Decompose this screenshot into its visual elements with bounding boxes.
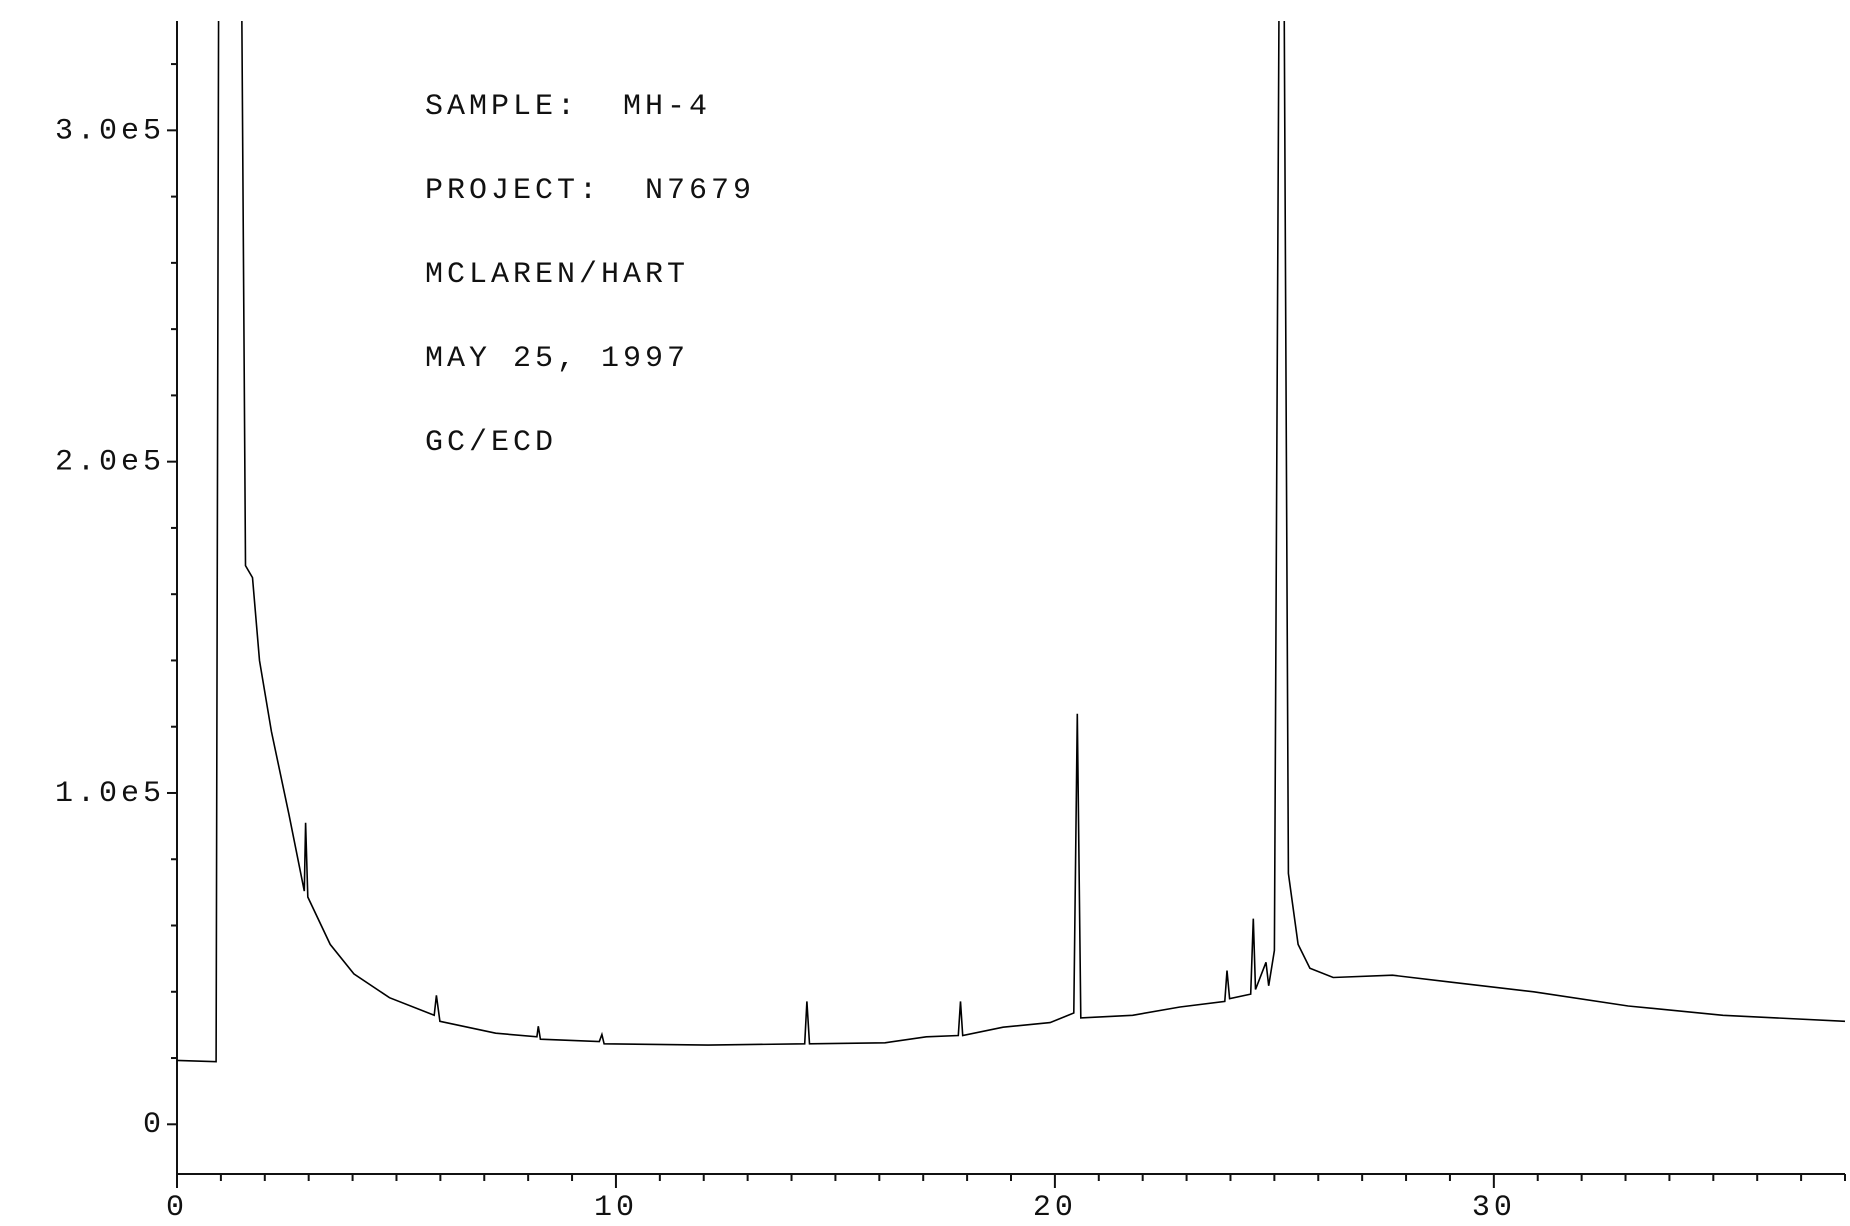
annotation: GC/ECD <box>425 426 557 460</box>
y-tick-label: 0 <box>143 1108 165 1142</box>
x-tick-label: 10 <box>594 1191 638 1225</box>
annotation: PROJECT: N7679 <box>425 174 755 208</box>
annotation: MCLAREN/HART <box>425 258 689 292</box>
annotation: SAMPLE: MH-4 <box>425 90 711 124</box>
annotation: MAY 25, 1997 <box>425 342 689 376</box>
y-tick-label: 3.0e5 <box>55 114 165 148</box>
x-tick-label: 0 <box>166 1191 188 1225</box>
x-tick-label: 20 <box>1033 1191 1077 1225</box>
y-tick-label: 2.0e5 <box>55 446 165 480</box>
trace <box>177 21 1846 1063</box>
x-tick-label: 30 <box>1472 1191 1516 1225</box>
y-tick-label: 1.0e5 <box>55 777 165 811</box>
